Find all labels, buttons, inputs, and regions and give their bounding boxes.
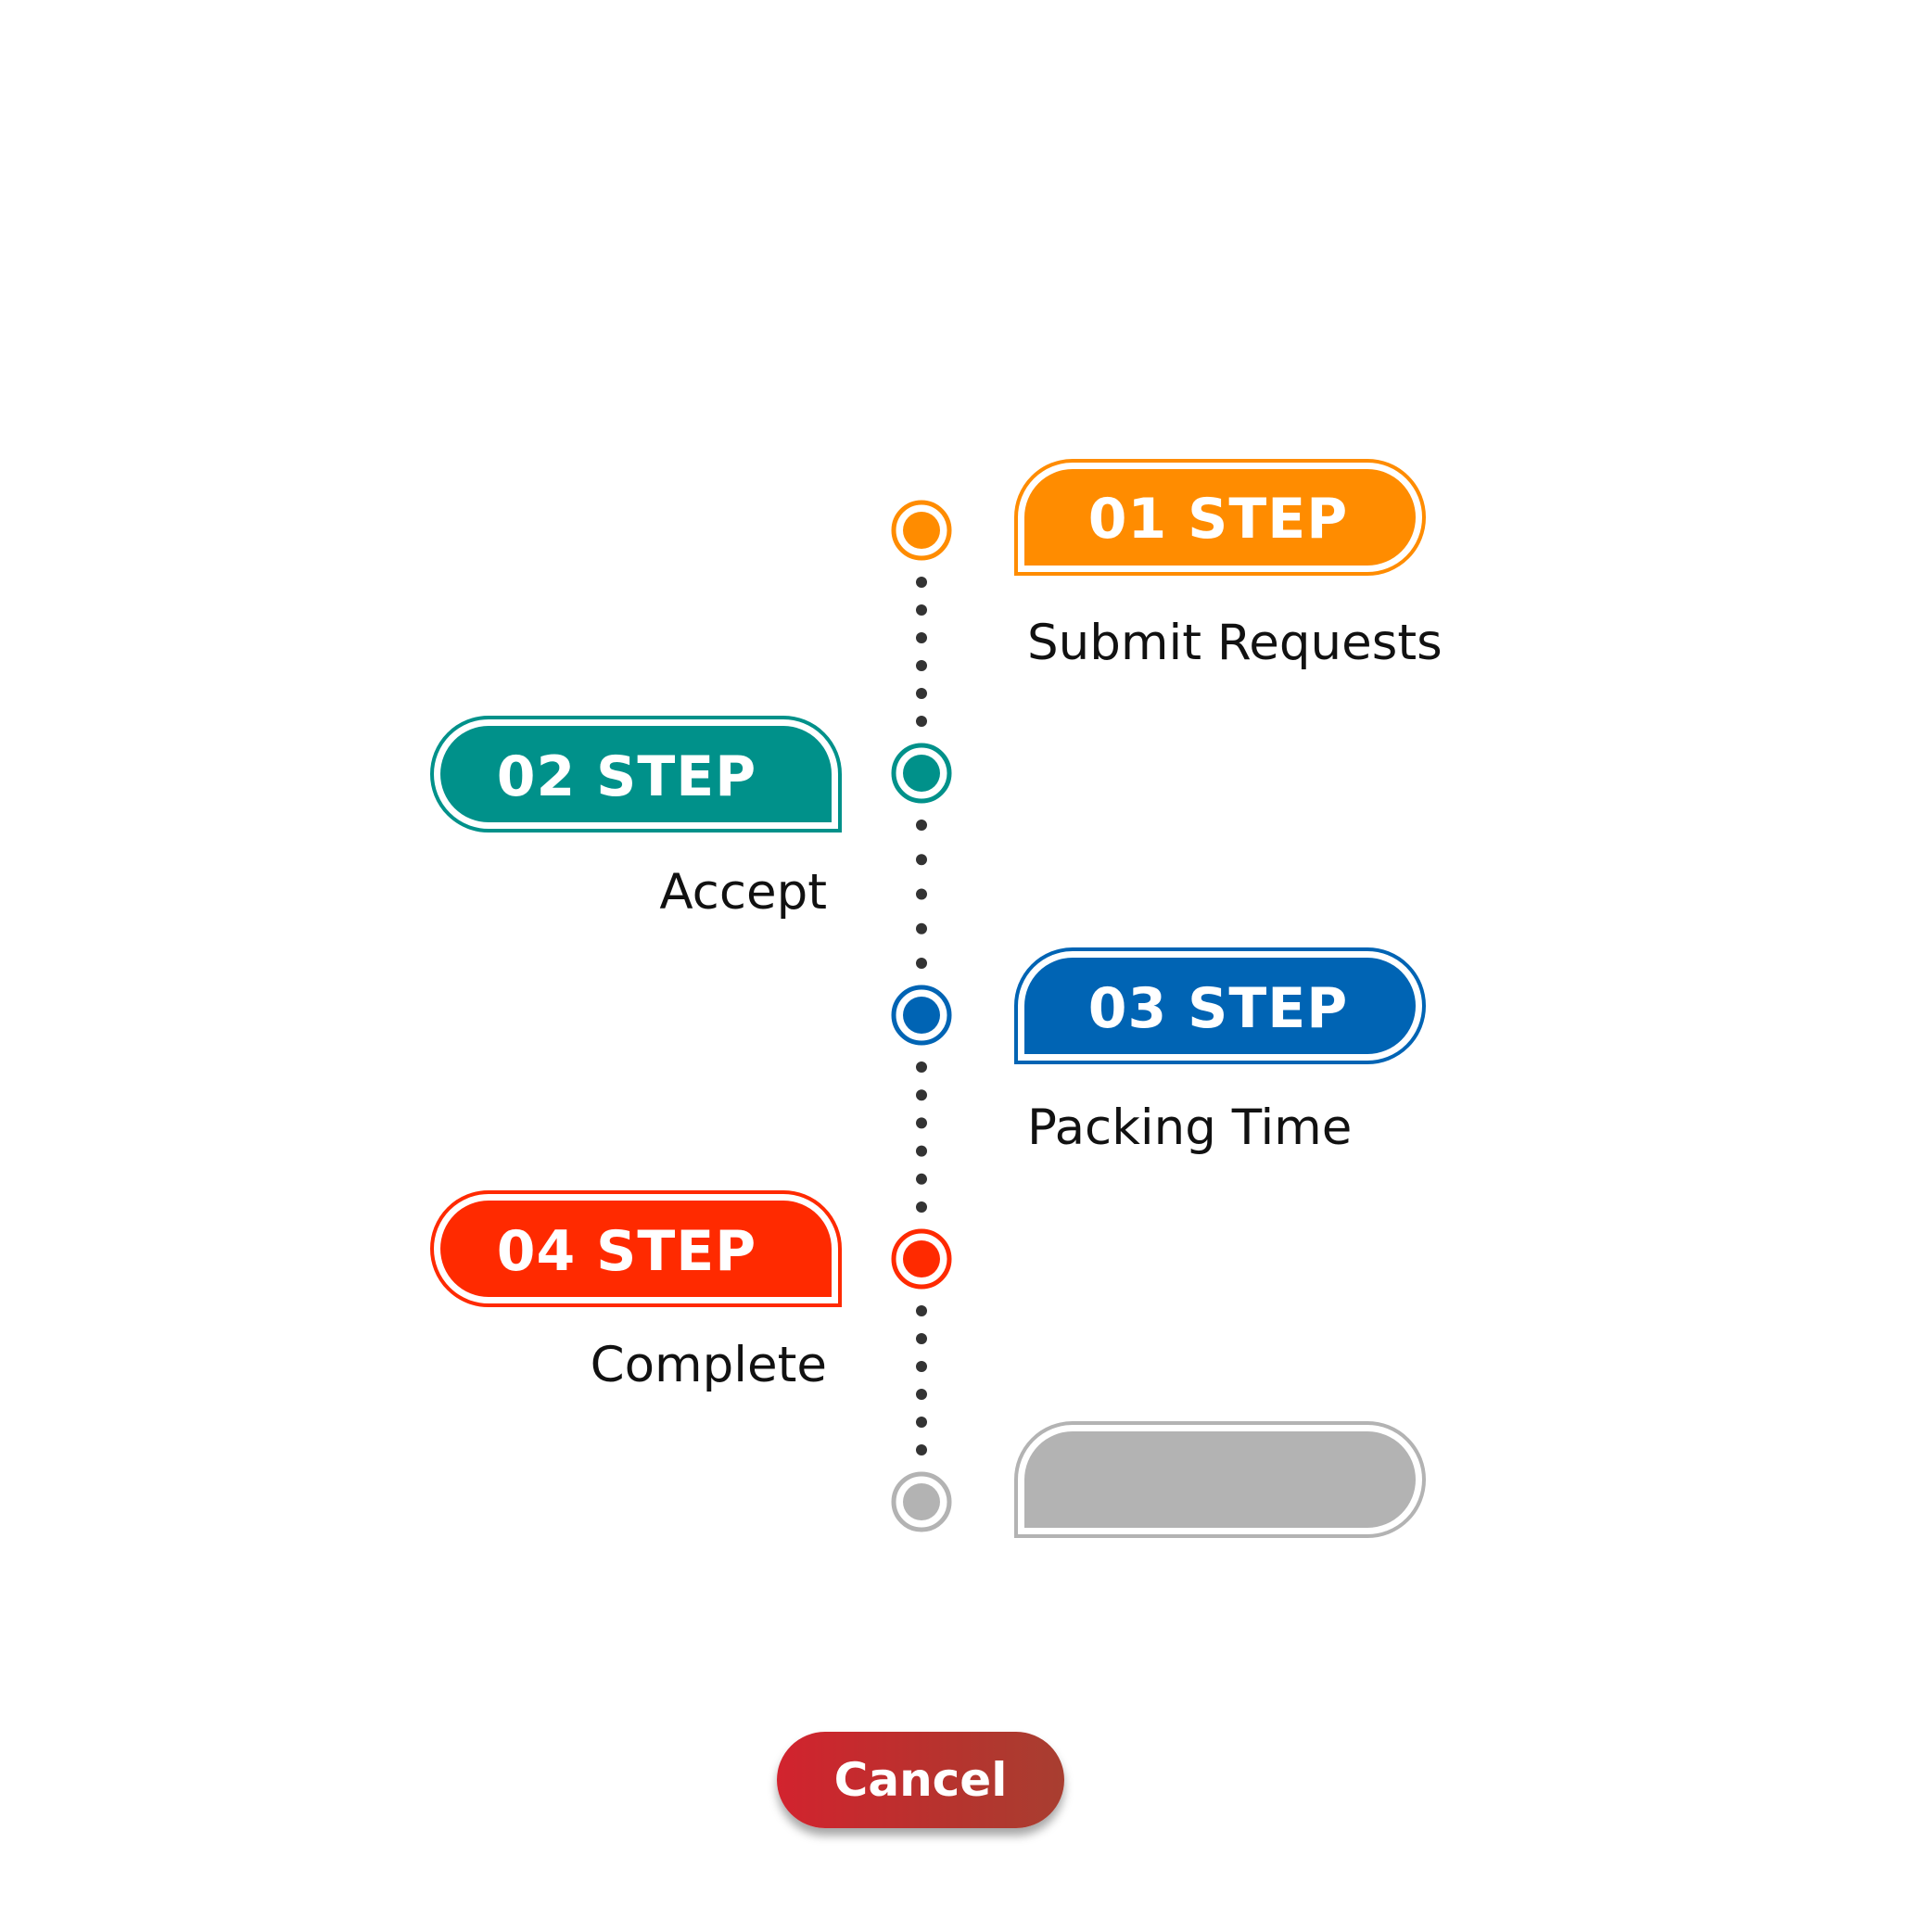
connector-dot	[916, 1417, 927, 1428]
step-1-node-dot	[903, 512, 940, 549]
timeline-step-2	[430, 716, 952, 833]
connector-dot	[916, 820, 927, 831]
timeline-step-1	[891, 459, 1426, 576]
step-4-node-dot	[903, 1240, 940, 1277]
connector-dot	[916, 1117, 927, 1129]
connector-dot	[916, 1305, 927, 1316]
step-3-banner	[1024, 958, 1416, 1054]
connector-dot	[916, 1089, 927, 1101]
step-2-banner	[440, 726, 832, 822]
step-2-node-dot	[903, 755, 940, 792]
step-3-description: Packing Time	[1027, 1099, 1353, 1156]
connector-dot	[916, 922, 927, 934]
step-4-banner	[440, 1201, 832, 1297]
connector-dot	[916, 854, 927, 866]
step-1-banner	[1024, 469, 1416, 566]
timeline-step-4	[430, 1190, 952, 1307]
connector-dot	[916, 888, 927, 900]
connector-dot	[916, 632, 927, 643]
connector-dot	[916, 1061, 927, 1073]
step-1-description: Submit Requests	[1027, 615, 1443, 671]
connector-dot	[916, 1145, 927, 1157]
connector-dot	[916, 660, 927, 671]
timeline-step-5	[891, 1421, 1426, 1538]
connector-dot	[916, 577, 927, 588]
step-1-label: 01 STEP	[1087, 487, 1349, 552]
step-2-label: 02 STEP	[496, 744, 757, 809]
connector-dot	[916, 688, 927, 699]
connector-dot	[916, 604, 927, 616]
connector-dot	[916, 1173, 927, 1185]
step-4-description: Complete	[590, 1337, 827, 1393]
step-2-description: Accept	[659, 864, 827, 921]
step-5-node-dot	[903, 1483, 940, 1520]
connector-dot	[916, 1333, 927, 1344]
step-3-node-dot	[903, 997, 940, 1034]
connector-dot	[916, 1201, 927, 1213]
step-3-label: 03 STEP	[1087, 976, 1349, 1041]
connector-dot	[916, 716, 927, 727]
step-4-label: 04 STEP	[496, 1219, 757, 1284]
step-5-banner	[1024, 1431, 1416, 1528]
connector-dot	[916, 1389, 927, 1400]
timeline-step-3	[891, 947, 1426, 1064]
connector-dot	[916, 1444, 927, 1455]
connector-dot	[916, 1361, 927, 1372]
connector-dot	[916, 958, 927, 969]
cancel-button[interactable]: Cancel	[777, 1732, 1064, 1828]
